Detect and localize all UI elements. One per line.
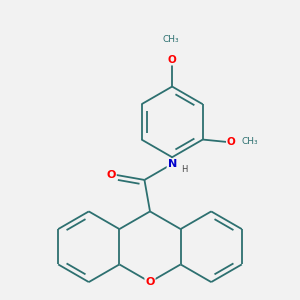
Text: CH₃: CH₃ xyxy=(163,35,180,44)
Text: O: O xyxy=(168,55,176,64)
Text: N: N xyxy=(167,159,177,169)
Text: O: O xyxy=(106,170,116,180)
Text: CH₃: CH₃ xyxy=(242,136,258,146)
Text: O: O xyxy=(227,137,236,147)
Text: O: O xyxy=(145,277,155,287)
Text: H: H xyxy=(181,165,187,174)
